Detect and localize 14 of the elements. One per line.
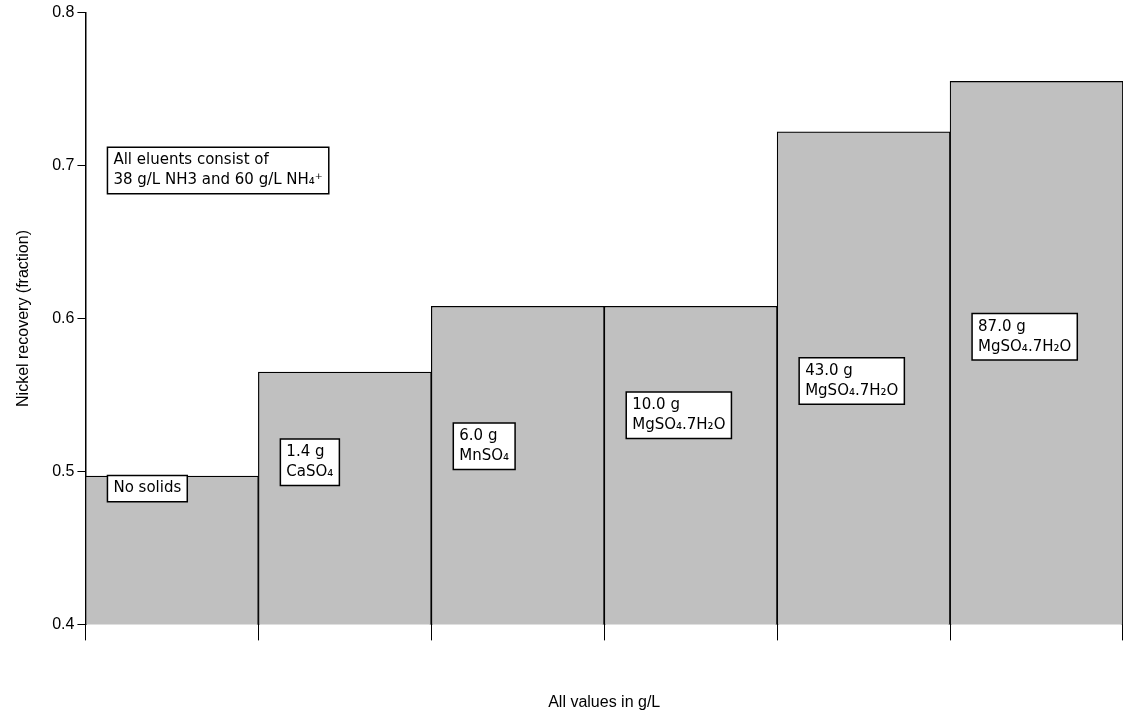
x-tick-label: 1.4 g CaSO₄ xyxy=(286,442,334,481)
y-tick-label: 0.4 xyxy=(52,614,75,632)
x-tick-label: 43.0 g MgSO₄.7H₂O xyxy=(805,360,899,399)
y-axis-title: Nickel recovery (fraction) xyxy=(14,230,32,407)
y-tick-label: 0.6 xyxy=(52,308,75,326)
y-tick-label: 0.7 xyxy=(52,155,75,173)
x-tick-label: No solids xyxy=(113,478,182,497)
y-tick-label: 0.5 xyxy=(52,461,75,479)
x-tick-label: 10.0 g MgSO₄.7H₂O xyxy=(632,394,726,434)
x-tick-label: 87.0 g MgSO₄.7H₂O xyxy=(978,316,1072,355)
y-tick-label: 0.8 xyxy=(52,3,75,21)
x-axis-title: All values in g/L xyxy=(548,692,661,710)
x-tick-label: 6.0 g MnSO₄ xyxy=(459,426,510,465)
annotation: All eluents consist of 38 g/L NH3 and 60 g/L NH₄⁺ xyxy=(113,150,323,189)
